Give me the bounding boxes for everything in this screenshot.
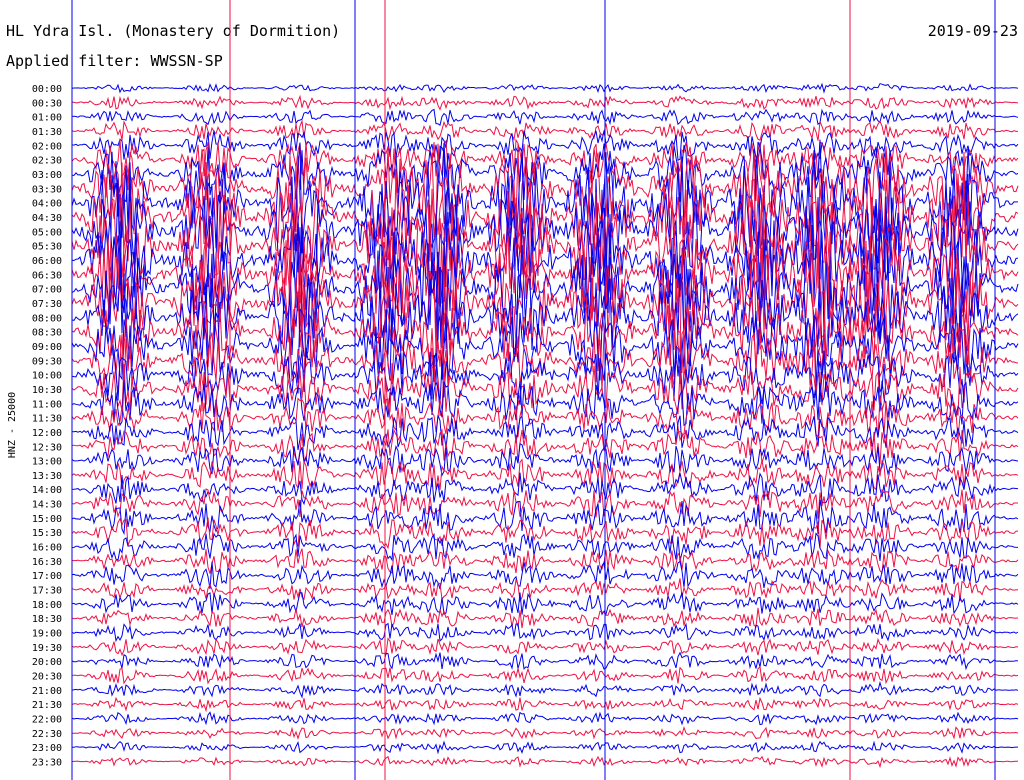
trace-line xyxy=(71,499,1019,536)
trace-line xyxy=(71,517,1019,550)
row-label: 19:00 xyxy=(32,629,62,640)
row-label: 03:00 xyxy=(32,170,62,181)
row-label: 17:30 xyxy=(32,586,62,597)
row-label: 17:00 xyxy=(32,571,62,582)
row-label: 01:00 xyxy=(32,113,62,124)
row-label: 22:00 xyxy=(32,715,62,726)
row-label: 14:30 xyxy=(32,500,62,511)
row-label: 05:00 xyxy=(32,227,62,238)
trace-line xyxy=(71,651,1019,671)
trace-line xyxy=(71,363,1019,417)
row-label: 08:30 xyxy=(32,328,62,339)
row-label: 20:00 xyxy=(32,657,62,668)
row-label: 15:00 xyxy=(32,514,62,525)
trace-line xyxy=(71,82,1019,94)
row-label: 21:30 xyxy=(32,700,62,711)
trace-line xyxy=(71,347,1019,405)
row-label: 10:30 xyxy=(32,385,62,396)
row-label: 20:30 xyxy=(32,672,62,683)
trace-line xyxy=(71,725,1019,740)
row-label: 10:00 xyxy=(32,371,62,382)
trace-line xyxy=(71,680,1019,699)
trace-line xyxy=(71,108,1019,127)
trace-line xyxy=(71,266,1019,360)
row-label: 12:00 xyxy=(32,428,62,439)
filter-label: Applied filter: WWSSN-SP xyxy=(6,52,223,70)
row-label: 02:30 xyxy=(32,156,62,167)
record-date: 2019-09-23 xyxy=(928,22,1018,40)
row-label: 21:00 xyxy=(32,686,62,697)
trace-line xyxy=(71,178,1019,292)
row-label: 18:00 xyxy=(32,600,62,611)
trace-line xyxy=(71,119,1018,143)
row-label: 07:00 xyxy=(32,285,62,296)
row-label: 23:30 xyxy=(32,758,62,769)
trace-line xyxy=(71,740,1018,755)
row-label: 00:00 xyxy=(32,84,62,95)
row-label: 13:30 xyxy=(32,471,62,482)
trace-line xyxy=(71,130,1019,162)
row-label: 09:00 xyxy=(32,342,62,353)
row-label: 09:30 xyxy=(32,356,62,367)
trace-line xyxy=(71,139,1019,204)
row-label: 00:30 xyxy=(32,98,62,109)
trace-line xyxy=(71,379,1019,427)
row-label: 13:00 xyxy=(32,457,62,468)
trace-line xyxy=(71,711,1019,726)
row-label: 15:30 xyxy=(32,528,62,539)
row-label: 04:00 xyxy=(32,199,62,210)
row-label: 18:30 xyxy=(32,614,62,625)
row-label: 23:00 xyxy=(32,743,62,754)
trace-line xyxy=(71,290,1019,376)
trace-line xyxy=(71,94,1018,111)
trace-line xyxy=(71,395,1019,442)
trace-line xyxy=(71,592,1019,616)
trace-line xyxy=(71,637,1019,657)
trace-line xyxy=(71,532,1019,562)
row-label: 05:30 xyxy=(32,242,62,253)
row-label: 16:00 xyxy=(32,543,62,554)
trace-line xyxy=(71,622,1019,643)
trace-line xyxy=(71,472,1019,506)
trace-line xyxy=(71,143,1019,235)
trace-line xyxy=(71,443,1019,477)
trace-line xyxy=(71,324,1019,393)
row-label: 08:00 xyxy=(32,313,62,324)
row-label: 03:30 xyxy=(32,184,62,195)
row-label: 11:00 xyxy=(32,399,62,410)
station-title: HL Ydra Isl. (Monastery of Dormition) xyxy=(6,22,340,40)
row-label: 11:30 xyxy=(32,414,62,425)
trace-line xyxy=(71,414,1019,451)
trace-line xyxy=(71,488,1018,519)
trace-line xyxy=(71,560,1019,590)
row-label: 06:30 xyxy=(32,270,62,281)
trace-line xyxy=(71,428,1019,465)
row-label: 22:30 xyxy=(32,729,62,740)
row-label-group: 00:00 00:30 01:00 01:30 02:00 02:30 03:00 03:30… xyxy=(32,84,62,769)
row-label: 14:00 xyxy=(32,485,62,496)
trace-line xyxy=(71,138,1019,181)
trace-line xyxy=(71,696,1019,713)
trace-line xyxy=(71,665,1019,685)
trace-line xyxy=(71,308,1019,384)
trace-line xyxy=(71,458,1019,491)
trace-group xyxy=(71,0,1019,780)
y-axis-label: HNZ - 25000 xyxy=(7,392,18,458)
row-label: 12:30 xyxy=(32,442,62,453)
trace-line xyxy=(71,755,1019,769)
trace-line xyxy=(71,185,1019,307)
row-label: 01:30 xyxy=(32,127,62,138)
trace-line xyxy=(71,578,1019,603)
trace-line xyxy=(71,142,1019,255)
row-label: 02:00 xyxy=(32,141,62,152)
row-label: 04:30 xyxy=(32,213,62,224)
row-label: 19:30 xyxy=(32,643,62,654)
trace-line xyxy=(71,207,1019,322)
row-label: 07:30 xyxy=(32,299,62,310)
row-label: 16:30 xyxy=(32,557,62,568)
row-label: 06:00 xyxy=(32,256,62,267)
